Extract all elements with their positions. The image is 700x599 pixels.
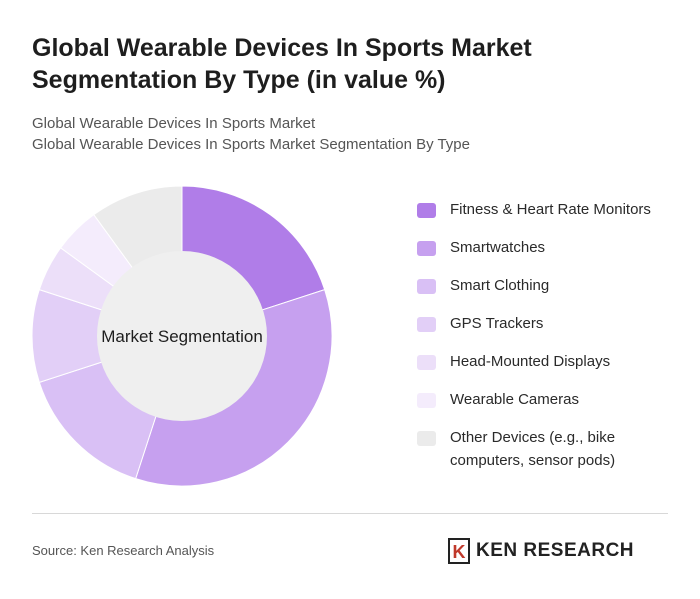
ken-research-logo: K KEN RESEARCH [448, 538, 634, 564]
donut-chart: Market Segmentation [31, 185, 333, 487]
legend-item: Other Devices (e.g., bike computers, sen… [417, 426, 677, 472]
legend-item: Fitness & Heart Rate Monitors [417, 198, 677, 221]
legend-swatch [417, 241, 436, 256]
chart-legend: Fitness & Heart Rate Monitors Smartwatche… [417, 198, 677, 487]
legend-item: GPS Trackers [417, 312, 677, 335]
legend-label: GPS Trackers [450, 315, 544, 332]
source-text: Source: Ken Research Analysis [32, 543, 215, 558]
legend-item: Smartwatches [417, 236, 677, 259]
legend-label: Wearable Cameras [450, 391, 579, 408]
donut-center-label: Market Segmentation [101, 327, 263, 346]
footer-divider [32, 513, 668, 514]
legend-label: Fitness & Heart Rate Monitors [450, 201, 651, 218]
legend-item: Wearable Cameras [417, 388, 677, 411]
ken-research-logo-icon: K [448, 538, 470, 564]
legend-label: Head-Mounted Displays [450, 353, 611, 370]
legend-item: Head-Mounted Displays [417, 350, 677, 373]
legend-label: Smart Clothing [450, 277, 550, 294]
donut-center [97, 251, 267, 421]
legend-swatch [417, 279, 436, 294]
subtitle-line-1: Global Wearable Devices In Sports Market [32, 115, 316, 132]
chart-title: Global Wearable Devices In Sports Market… [32, 34, 532, 94]
subtitle-line-2: Global Wearable Devices In Sports Market… [32, 136, 470, 153]
legend-swatch [417, 393, 436, 408]
legend-item: Smart Clothing [417, 274, 677, 297]
logo-text: KEN RESEARCH [476, 540, 635, 561]
legend-label: Other Devices (e.g., bike computers, sen… [450, 429, 616, 469]
chart-subtitle: Global Wearable Devices In Sports Market… [32, 113, 470, 155]
legend-swatch [417, 355, 436, 370]
legend-swatch [417, 317, 436, 332]
legend-swatch [417, 431, 436, 446]
logo-letter: K [453, 542, 466, 562]
legend-swatch [417, 203, 436, 218]
legend-label: Smartwatches [450, 239, 546, 256]
